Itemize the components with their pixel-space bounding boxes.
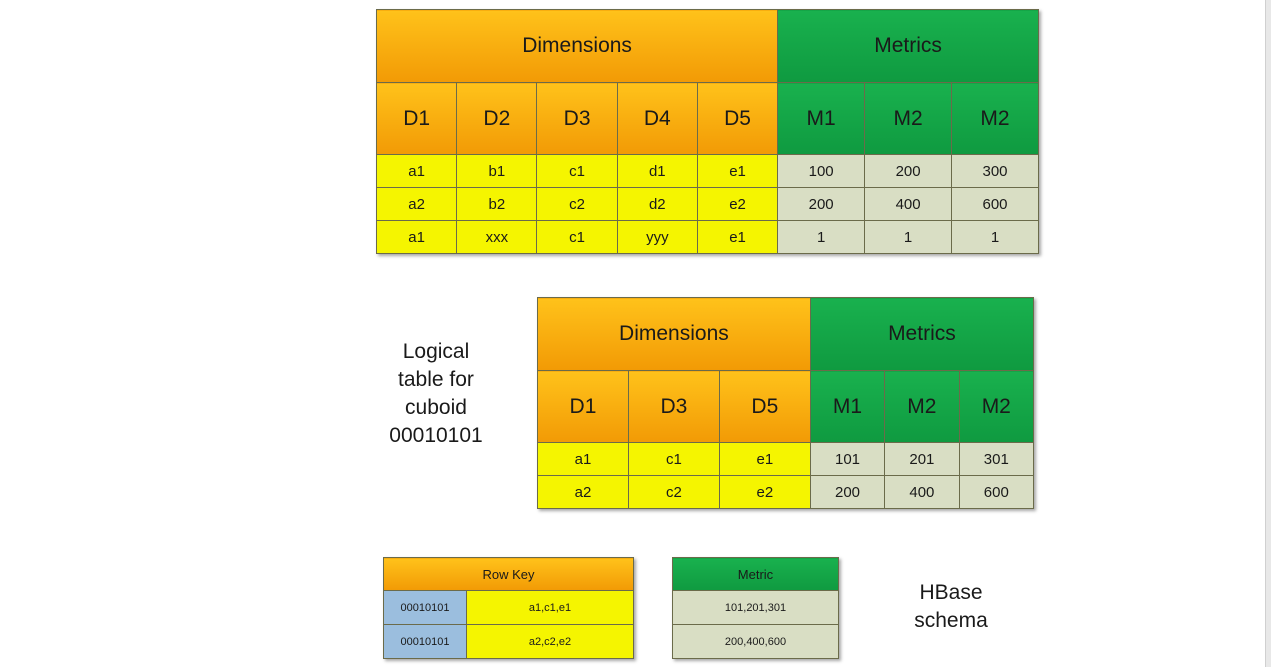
scrollbar[interactable] [1265,0,1271,667]
column-header: D1 [537,370,629,443]
table-row: a1 b1 c1 d1 e1 100 200 300 [375,154,1039,188]
cell: 400 [884,475,960,509]
cell: 1 [864,220,953,254]
dimensions-header: Dimensions [375,9,779,83]
cell: yyy [616,220,698,254]
cuboid-table: Dimensions Metrics D1 D3 D5 M1 M2 M2 a1 … [537,297,1035,509]
cell: d2 [616,187,698,221]
cell: b2 [456,187,538,221]
table-row: a2 b2 c2 d2 e2 200 400 600 [375,187,1039,221]
label-line: 00010101 [389,424,483,447]
table-row: a2 c2 e2 200 400 600 [537,475,1035,509]
cell: 600 [951,187,1039,221]
cell: 201 [884,442,960,476]
cell: e1 [696,220,779,254]
cell: 200 [864,154,953,188]
cell: d1 [616,154,698,188]
cell: c1 [536,154,618,188]
column-header: D3 [536,82,618,155]
cell: 200 [809,475,886,509]
cell: 600 [958,475,1035,509]
metric-cell: 101,201,301 [672,590,839,625]
column-header: D5 [696,82,779,155]
cell: b1 [456,154,538,188]
metrics-header: Metrics [777,9,1039,83]
table-row: 00010101 a2,c2,e2 [383,624,634,659]
cell: 100 [777,154,866,188]
column-header: D1 [375,82,458,155]
rowkey-header: Row Key [383,557,634,591]
cell: c1 [536,220,618,254]
column-header: D2 [456,82,538,155]
hbase-label: HBase schema [896,579,1006,635]
cell: e2 [718,475,811,509]
cell: a1 [375,154,458,188]
metrics-header: Metrics [809,297,1035,371]
table-row: 200,400,600 [672,624,839,659]
column-header: M1 [809,370,886,443]
table-row: 101,201,301 [672,590,839,625]
cuboid-cell: 00010101 [383,624,467,659]
cell: 400 [864,187,953,221]
cell: 301 [958,442,1035,476]
source-table: Dimensions Metrics D1 D2 D3 D4 D5 M1 M2 … [375,9,1039,254]
label-line: HBase [919,581,983,604]
cell: a2 [375,187,458,221]
cell: c2 [536,187,618,221]
cell: c1 [627,442,720,476]
cell: 1 [951,220,1039,254]
table-row: a1 c1 e1 101 201 301 [537,442,1035,476]
key-cell: a1,c1,e1 [466,590,634,625]
table-row: a1 xxx c1 yyy e1 1 1 1 [375,220,1039,254]
metric-table: Metric 101,201,301 200,400,600 [672,557,839,659]
cell: e1 [718,442,811,476]
cell: 300 [951,154,1039,188]
cell: xxx [456,220,538,254]
cell: 200 [777,187,866,221]
column-header: M2 [951,82,1039,155]
column-header: M2 [864,82,953,155]
metric-header: Metric [672,557,839,591]
key-cell: a2,c2,e2 [466,624,634,659]
cell: a1 [537,442,629,476]
table-row: 00010101 a1,c1,e1 [383,590,634,625]
label-line: cuboid [405,396,467,419]
cell: 1 [777,220,866,254]
rowkey-table: Row Key 00010101 a1,c1,e1 00010101 a2,c2… [383,557,634,659]
dimensions-header: Dimensions [537,297,811,371]
cell: 101 [809,442,886,476]
column-header: D4 [616,82,698,155]
column-header: M2 [884,370,960,443]
cell: a1 [375,220,458,254]
metric-cell: 200,400,600 [672,624,839,659]
column-header: M1 [777,82,866,155]
cuboid-label: Logical table for cuboid 00010101 [376,338,496,450]
column-header: D5 [718,370,811,443]
cell: e1 [696,154,779,188]
cuboid-cell: 00010101 [383,590,467,625]
label-line: Logical [402,340,470,363]
label-line: schema [914,609,988,632]
label-line: table for [398,368,474,391]
column-header: M2 [958,370,1035,443]
cell: c2 [627,475,720,509]
cell: a2 [537,475,629,509]
column-header: D3 [627,370,720,443]
cell: e2 [696,187,779,221]
